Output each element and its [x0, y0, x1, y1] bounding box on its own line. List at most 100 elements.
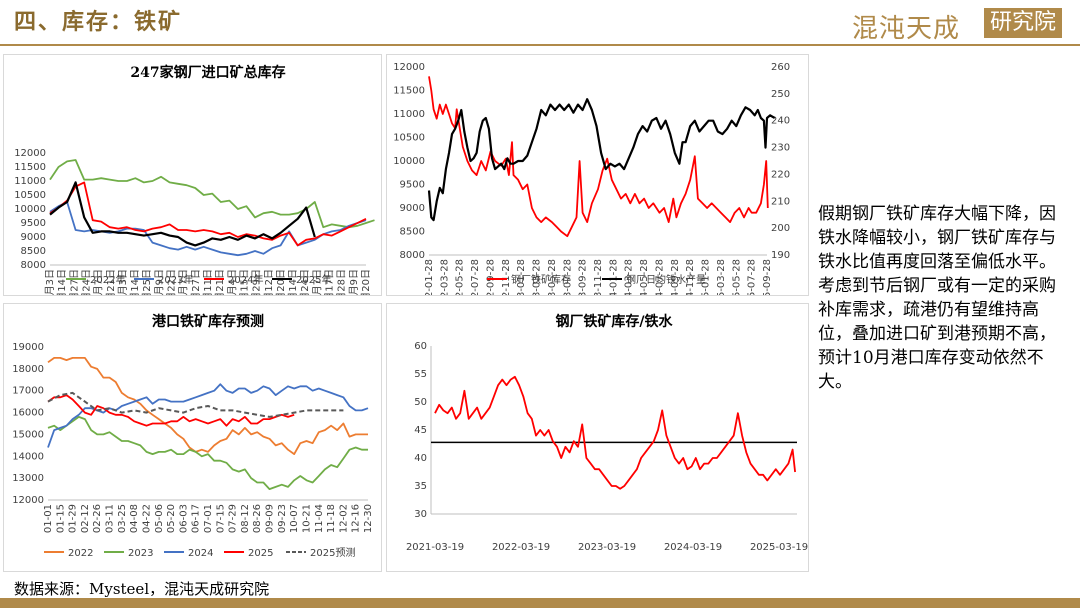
x-tick-label: 02-12: [80, 504, 91, 533]
x-tick-label: 2023-05-28: [547, 259, 558, 295]
x-tick-label: 06-03: [178, 504, 189, 533]
chart-panel-inventory-ratio: 钢厂铁矿库存/铁水 30 35 40 45 50 55 60 2021-03-19 2022-03…: [386, 303, 809, 572]
x-tick-label: 2024-09-28: [670, 259, 681, 295]
x-tick-label: 07-29: [228, 504, 239, 533]
x-tick-label: 2025-09-28: [762, 259, 773, 295]
y2-tick-label: 210: [771, 196, 790, 207]
x-tick-label: 3月21日: [105, 269, 117, 295]
legend-label: 钢厂铁矿库存: [511, 273, 571, 286]
x-tick-label: 2022-03-28: [439, 259, 450, 295]
x-tick-label: 12-30: [363, 504, 374, 533]
series-line-0: [47, 357, 368, 455]
x-tick-label: 10-21: [301, 504, 312, 533]
x-tick-label: 7月21日: [214, 269, 226, 295]
y2-tick-label: 250: [771, 89, 790, 100]
y-tick-label: 11500: [393, 86, 425, 97]
x-tick-label: 8月15日: [238, 269, 250, 295]
x-tick-label: 1月3日: [44, 269, 56, 295]
y-tick-label: 9000: [21, 232, 46, 243]
x-tick-label: 8月4日: [226, 269, 238, 295]
y2-tick-label: 220: [771, 169, 790, 180]
header-rule: [0, 44, 1080, 46]
y-tick-label: 16000: [12, 408, 44, 419]
y-tick-label: 11000: [393, 109, 425, 120]
x-tick-label: 06-17: [191, 504, 202, 533]
x-tick-label: 08-12: [240, 504, 251, 533]
x-tick-label: 4月25日: [141, 269, 153, 295]
x-tick-label: 1月14日: [56, 269, 68, 295]
y-tick-label: 12000: [14, 148, 46, 159]
x-tick-label: 07-15: [215, 504, 226, 533]
chart-panel-inventory-vs-hot-metal: 8000 8500 9000 9500 10000 10500 11000 11500 1200…: [386, 54, 809, 296]
x-tick-label: 01-01: [43, 504, 54, 533]
x-tick-label: 12月9日: [348, 269, 360, 295]
y-tick-label: 12000: [393, 62, 425, 73]
y2-tick-label: 260: [771, 62, 790, 73]
chart-title: 247家钢厂进口矿总库存: [130, 64, 285, 81]
x-tick-label: 2024-03-19: [664, 542, 722, 553]
x-tick-label: 2025-05-28: [731, 259, 742, 295]
x-tick-label: 2022-01-28: [424, 259, 435, 295]
y-tick-label: 8000: [400, 250, 425, 261]
footer-bar: [0, 598, 1080, 608]
x-tick-label: 11月7日: [311, 269, 323, 295]
x-tick-label: 2022-11-28: [501, 259, 512, 295]
x-tick-label: 2025-07-28: [747, 259, 758, 295]
x-tick-label: 5月9日: [153, 269, 165, 295]
series-line-2: [49, 181, 367, 247]
x-tick-label: 2025-01-28: [701, 259, 712, 295]
series-line-1: [49, 201, 367, 257]
x-tick-label: 2023-11-28: [593, 259, 604, 295]
x-tick-label: 2024-07-28: [654, 259, 665, 295]
y-tick-label: 15000: [12, 429, 44, 440]
commentary-paragraph-2: 考虑到节后钢厂或有一定的采购补库需求，疏港仍有望维持高位，叠加进口矿到港预期不高…: [818, 276, 1056, 392]
y-tick-label: 11000: [14, 176, 46, 187]
legend-label: 2024年: [228, 273, 263, 286]
x-tick-label: 08-26: [252, 504, 263, 533]
x-tick-label: 10月24日: [299, 269, 311, 295]
x-tick-label: 09-23: [277, 504, 288, 533]
legend-label: 2025预测: [310, 546, 355, 559]
x-tick-label: 09-09: [265, 504, 276, 533]
chart-steel-mill-inventory: 247家钢厂进口矿总库存 8000 8500 9000 9500 10000 10500 11…: [14, 64, 375, 295]
x-tick-label: 6月27日: [190, 269, 202, 295]
x-tick-label: 2025-03-28: [716, 259, 727, 295]
y2-tick-label: 240: [771, 116, 790, 127]
series-line-0: [49, 159, 375, 229]
x-tick-label: 05-20: [166, 504, 177, 533]
x-tick-label: 5月22日: [166, 269, 178, 295]
chart-panel-port-inventory-forecast: 港口铁矿库存预测 12000 13000 14000 15000 16000 17000 18…: [3, 303, 382, 572]
y-tick-label: 45: [414, 425, 427, 436]
legend-label: 2022: [68, 548, 93, 559]
x-tick-label: 10月14日: [287, 269, 299, 295]
legend-label: 2025: [248, 548, 273, 559]
x-tick-label: 2023-01-28: [516, 259, 527, 295]
x-tick-label: 8月29日: [251, 269, 263, 295]
x-tick-label: 6月7日: [178, 269, 190, 295]
x-tick-label: 4月14日: [129, 269, 141, 295]
brand-logo: 混沌天成 研究院: [852, 6, 1062, 44]
series-line-4: [47, 391, 344, 418]
x-tick-label: 2024-05-28: [639, 259, 650, 295]
y-tick-label: 12000: [12, 495, 44, 506]
commentary-paragraph-1: 假期钢厂铁矿库存大幅下降，因铁水降幅较小，钢厂铁矿库存与铁水比值再度回落至偏低水…: [818, 204, 1056, 272]
y-tick-label: 40: [414, 453, 427, 464]
x-tick-label: 2023-07-28: [562, 259, 573, 295]
chart-title: 港口铁矿库存预测: [152, 313, 264, 330]
y-tick-label: 9500: [400, 180, 425, 191]
y-tick-label: 18000: [12, 364, 44, 375]
x-tick-label: 01-15: [55, 504, 66, 533]
x-tick-label: 03-11: [105, 504, 116, 533]
legend-label: 2024: [188, 548, 213, 559]
x-tick-label: 11月17日: [324, 269, 336, 295]
series-line-0: [434, 375, 796, 490]
x-tick-label: 2024-01-28: [608, 259, 619, 295]
header-title: 四、库存：铁矿: [14, 9, 183, 35]
x-tick-label: 04-22: [141, 504, 152, 533]
x-tick-label: 2024-03-28: [624, 259, 635, 295]
y-tick-label: 10000: [393, 156, 425, 167]
y2-tick-label: 190: [771, 250, 790, 261]
y2-tick-label: 230: [771, 143, 790, 154]
series-line-3: [47, 394, 295, 427]
x-tick-label: 2022-03-19: [492, 542, 550, 553]
